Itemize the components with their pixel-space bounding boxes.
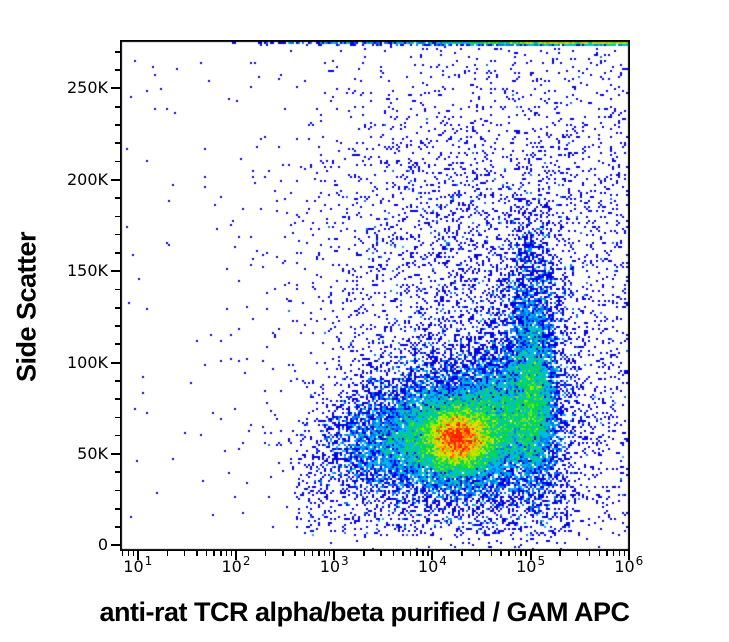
y-major-tick <box>111 178 120 181</box>
x-minor-tick <box>392 551 395 556</box>
y-minor-tick <box>115 252 120 254</box>
x-minor-tick <box>196 551 198 556</box>
x-minor-tick <box>520 551 522 556</box>
x-major-tick <box>136 551 139 560</box>
x-minor-tick <box>205 551 208 556</box>
y-minor-tick <box>115 51 120 53</box>
y-major-tick <box>111 361 120 364</box>
y-major-tick <box>111 452 120 455</box>
scatter-plot-canvas <box>120 40 630 551</box>
x-tick-label: 106 <box>614 554 644 576</box>
y-axis-title: Side Scatter <box>11 231 42 383</box>
y-tick-label: 200K <box>66 169 108 189</box>
y-minor-tick <box>115 124 120 126</box>
x-major-tick <box>333 551 336 560</box>
y-minor-tick <box>115 233 120 236</box>
x-minor-tick <box>121 551 124 556</box>
x-major-tick <box>431 551 434 560</box>
y-minor-tick <box>115 526 120 528</box>
x-major-tick <box>234 551 237 560</box>
y-minor-tick <box>115 69 120 71</box>
x-minor-tick <box>363 551 365 556</box>
y-minor-tick <box>115 215 120 218</box>
y-minor-tick <box>115 306 120 309</box>
y-tick-label: 0 <box>97 535 108 555</box>
x-minor-tick <box>500 551 502 556</box>
x-minor-tick <box>183 551 186 556</box>
y-minor-tick <box>115 160 120 163</box>
x-minor-tick <box>525 551 527 556</box>
x-minor-tick <box>598 551 600 556</box>
y-major-tick <box>111 270 120 273</box>
x-minor-tick <box>559 551 561 556</box>
x-major-tick <box>529 551 532 560</box>
y-minor-tick <box>115 325 120 327</box>
y-minor-tick <box>115 142 120 145</box>
x-tick-label: 105 <box>516 554 546 576</box>
x-minor-tick <box>623 551 626 556</box>
y-minor-tick <box>115 398 120 400</box>
x-minor-tick <box>323 551 326 556</box>
y-minor-tick <box>115 288 120 291</box>
x-minor-tick <box>427 551 429 556</box>
x-minor-tick <box>303 551 306 556</box>
x-minor-tick <box>166 551 169 556</box>
x-minor-tick <box>225 551 228 556</box>
x-tick-label: 102 <box>221 554 251 576</box>
y-major-tick <box>111 544 120 547</box>
y-tick-label: 250K <box>66 78 108 98</box>
x-tick-label: 104 <box>417 554 447 576</box>
y-minor-tick <box>115 434 120 437</box>
x-minor-tick <box>402 551 404 556</box>
x-minor-tick <box>311 551 314 556</box>
x-minor-tick <box>264 551 267 556</box>
x-minor-tick <box>461 551 463 556</box>
x-minor-tick <box>422 551 424 556</box>
y-minor-tick <box>115 105 120 108</box>
x-minor-tick <box>409 551 412 556</box>
x-minor-tick <box>380 551 382 556</box>
x-minor-tick <box>127 551 129 556</box>
x-minor-tick <box>132 551 135 556</box>
x-minor-tick <box>576 551 579 556</box>
x-minor-tick <box>220 551 222 556</box>
x-minor-tick <box>606 551 608 556</box>
x-tick-label: 103 <box>319 554 349 576</box>
x-axis-title: anti-rat TCR alpha/beta purified / GAM A… <box>99 597 630 627</box>
x-minor-tick <box>514 551 517 556</box>
y-minor-tick <box>115 489 120 492</box>
x-minor-tick <box>294 551 296 556</box>
x-minor-tick <box>282 551 284 556</box>
y-tick-label: 150K <box>66 261 108 281</box>
x-minor-tick <box>588 551 591 556</box>
x-minor-tick <box>416 551 418 556</box>
y-minor-tick <box>115 471 120 474</box>
y-tick-label: 100K <box>66 352 108 372</box>
x-minor-tick <box>318 551 320 556</box>
x-minor-tick <box>508 551 510 556</box>
y-minor-tick <box>115 507 120 510</box>
y-major-tick <box>111 87 120 90</box>
x-major-tick <box>627 551 630 560</box>
y-tick-label: 50K <box>77 443 108 463</box>
x-tick-label: 101 <box>123 554 153 576</box>
x-minor-tick <box>478 551 480 556</box>
x-minor-tick <box>213 551 215 556</box>
y-minor-tick <box>115 416 120 419</box>
x-minor-tick <box>612 551 615 556</box>
y-minor-tick <box>115 380 120 382</box>
x-minor-tick <box>490 551 493 556</box>
x-minor-tick <box>618 551 621 556</box>
y-minor-tick <box>115 343 120 346</box>
y-minor-tick <box>115 197 120 199</box>
x-minor-tick <box>230 551 233 556</box>
x-minor-tick <box>328 551 331 556</box>
